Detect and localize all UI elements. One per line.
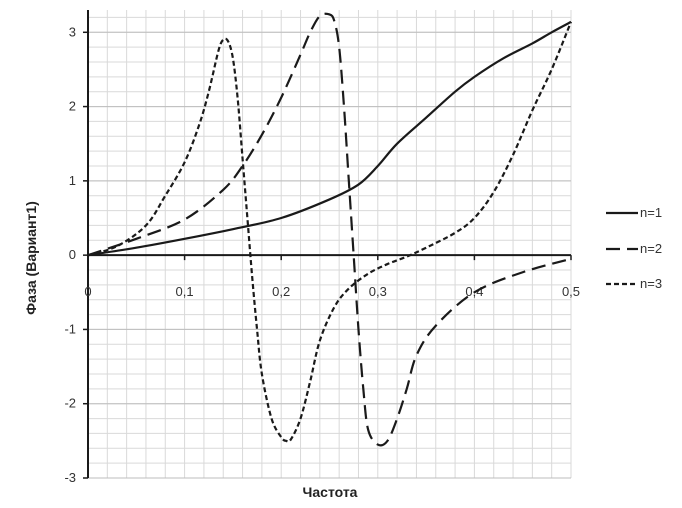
- y-tick-label: 3: [69, 24, 76, 39]
- y-tick-label: -1: [64, 321, 76, 336]
- legend-label-n-3: n=3: [640, 276, 662, 291]
- series-line-n-2: [87, 12, 572, 447]
- y-tick-label: 1: [69, 173, 76, 188]
- y-axis-title: Фаза (Вариант1): [23, 201, 39, 315]
- grid: [87, 10, 572, 479]
- x-tick-label: 0,2: [272, 284, 290, 299]
- y-tick-label: 2: [69, 99, 76, 114]
- legend: n=1 n=2 n=3: [606, 205, 662, 291]
- x-tick-label: 0: [84, 284, 91, 299]
- x-tick-label: 0,5: [562, 284, 580, 299]
- legend-label-n-1: n=1: [640, 205, 662, 220]
- x-tick-labels: 0 0,1 0,2 0,3 0,4 0,5: [84, 255, 580, 299]
- y-tick-labels: -3 -2 -1 0 1 2 3: [64, 24, 88, 485]
- x-tick-label: 0,3: [369, 284, 387, 299]
- y-tick-label: -3: [64, 470, 76, 485]
- axes: [87, 10, 571, 478]
- legend-label-n-2: n=2: [640, 241, 662, 256]
- series-line-n-1: [87, 20, 572, 257]
- y-tick-label: -2: [64, 396, 76, 411]
- y-tick-label: 0: [69, 247, 76, 262]
- x-axis-title: Частота: [303, 484, 358, 500]
- x-tick-label: 0,1: [176, 284, 194, 299]
- series-line-n-3: [87, 21, 573, 443]
- series-lines: [87, 12, 573, 447]
